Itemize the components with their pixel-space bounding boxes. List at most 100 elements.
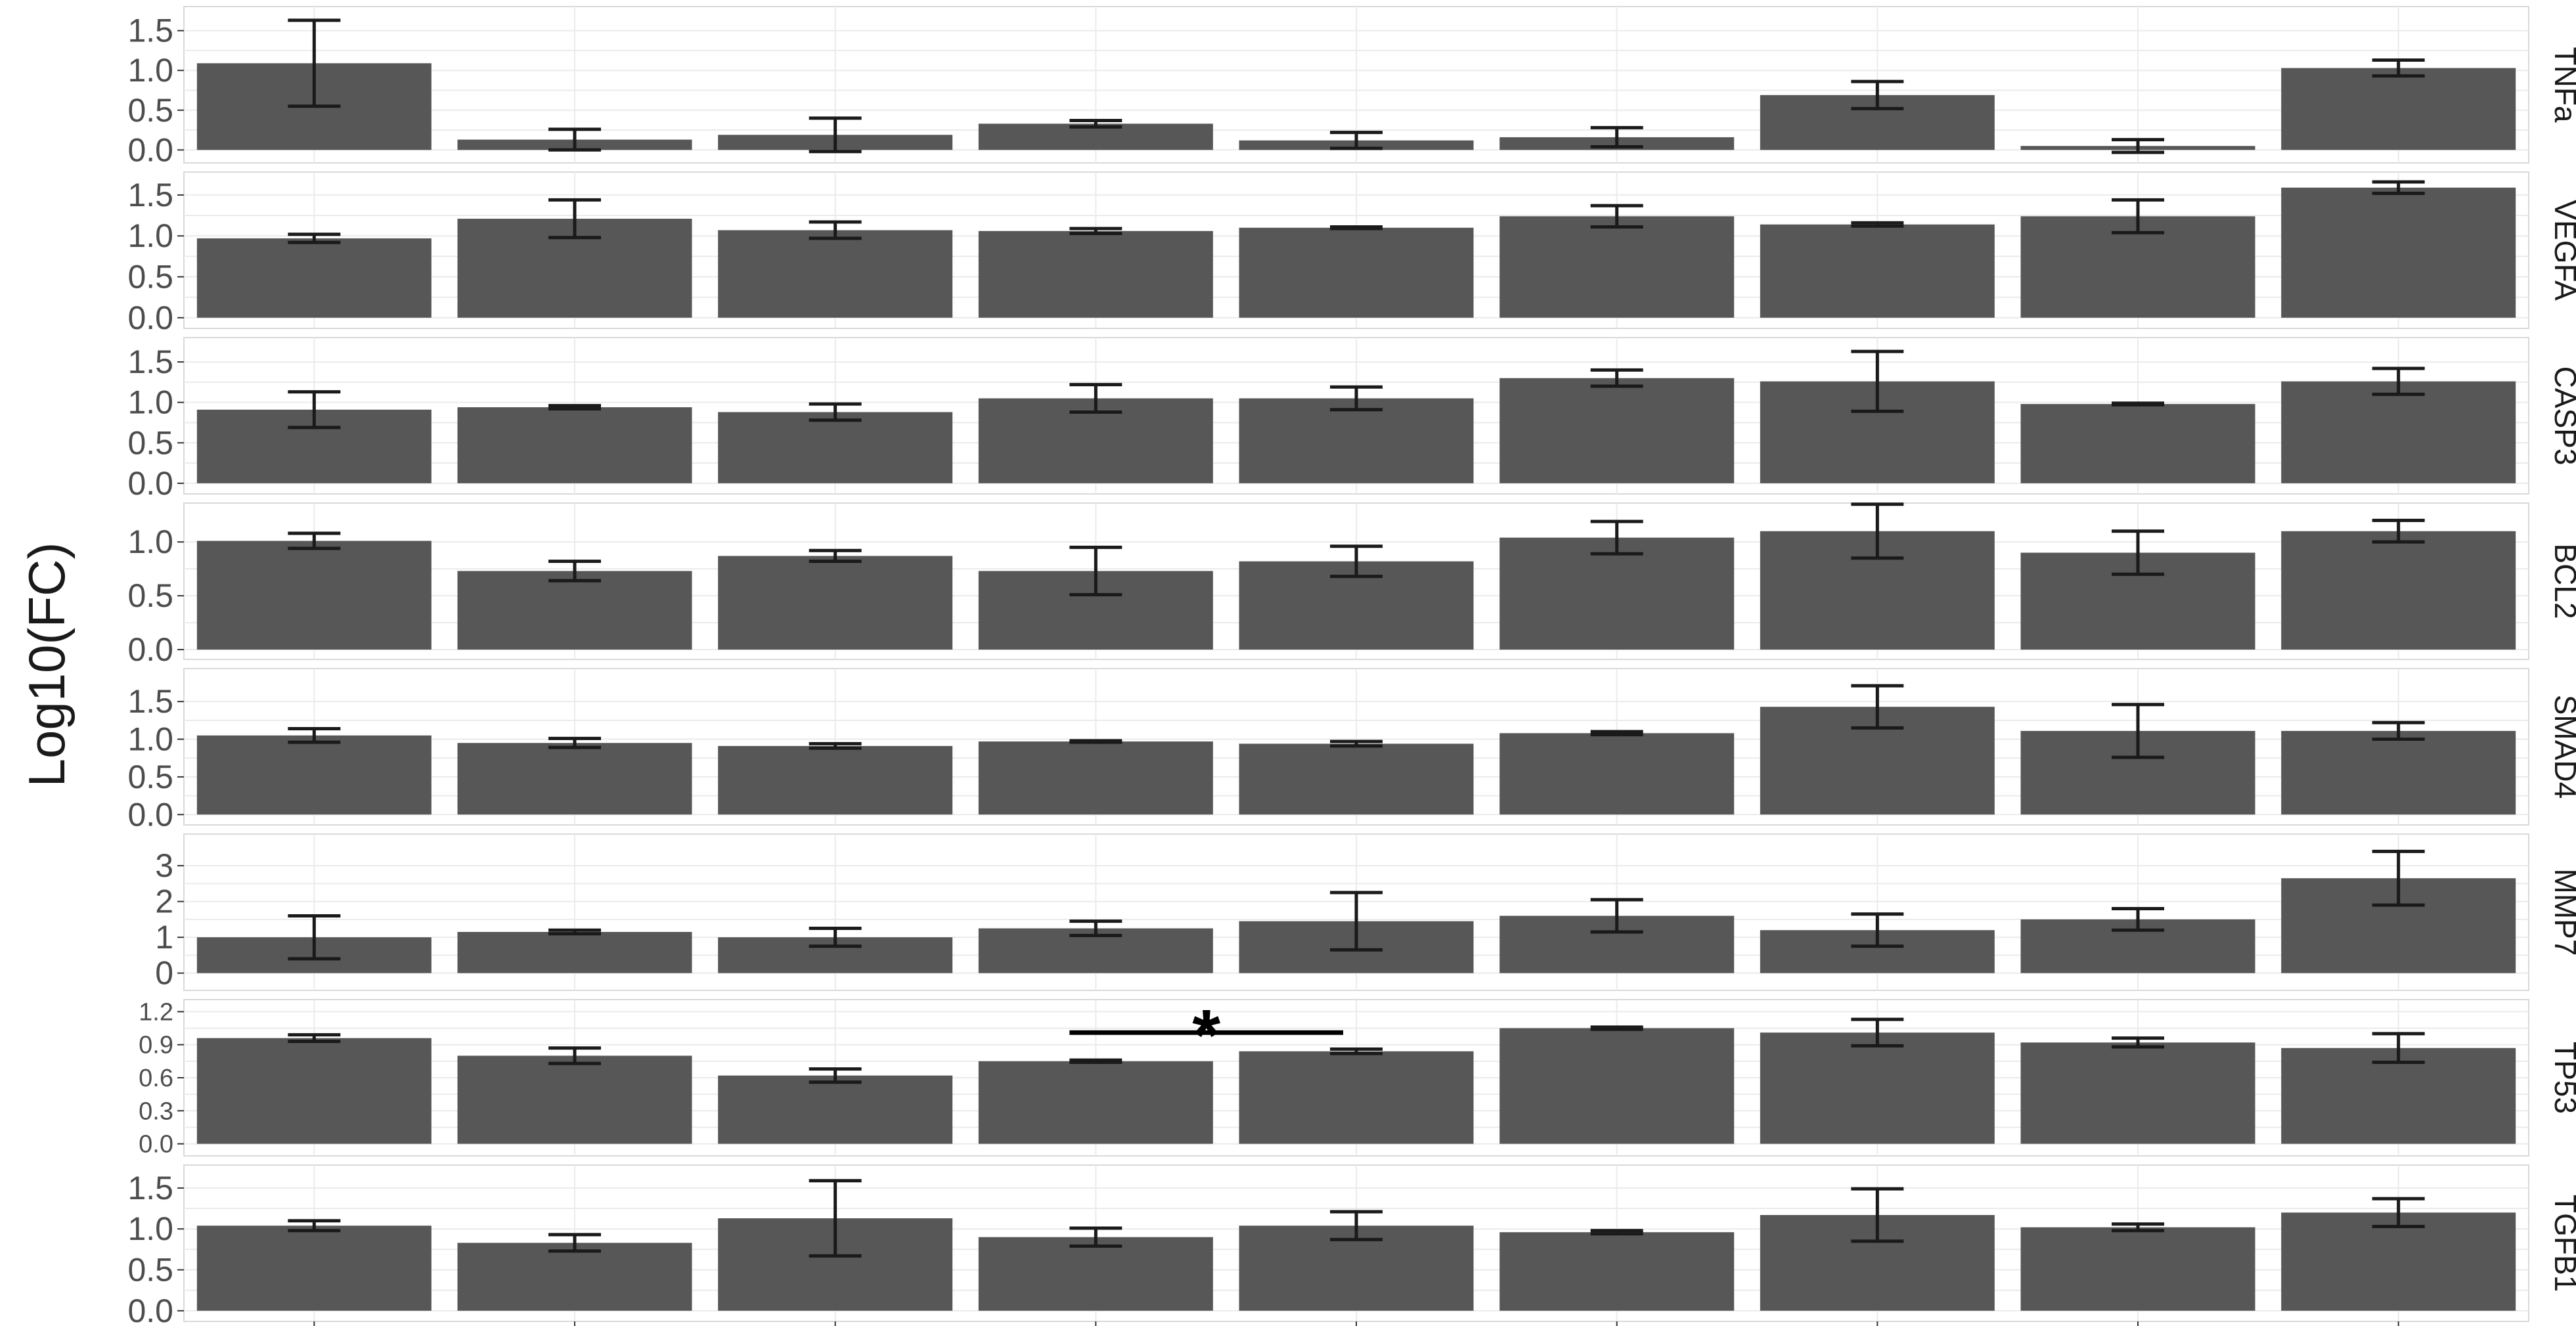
error-bar (2372, 720, 2425, 741)
bar-tgfb1-ctr (196, 1226, 432, 1311)
bar-smad4-ctr (196, 735, 432, 815)
bar-casp3-pt1 (1239, 398, 1474, 483)
bar-tgfb1-plt0 (1499, 1232, 1735, 1311)
bar-tp53-plt0 (1499, 1028, 1735, 1144)
bar-bcl2-ctr (196, 541, 432, 650)
y-tick-label: 0.5 (127, 1251, 173, 1288)
error-bar (1851, 684, 1904, 730)
bar-tgfb1-slt1 (2281, 1212, 2516, 1311)
error-bar (1851, 349, 1904, 413)
error-bar (2372, 1197, 2425, 1228)
error-bar (1590, 1229, 1643, 1236)
bar-vegfa-pt1 (1239, 227, 1474, 318)
bar-tgfb1-pt0 (978, 1237, 1213, 1311)
bar-tp53-plt1 (1760, 1032, 1995, 1144)
bar-tnfa-slt1 (2281, 68, 2516, 150)
y-tick-label: 1.0 (127, 384, 173, 421)
chart-panels: 0.00.51.01.5TNFa0.00.51.01.5VEGFA0.00.51… (127, 6, 2576, 1326)
y-tick-label: 0.0 (127, 465, 173, 502)
bar-tgfb1-st0 (457, 1243, 692, 1311)
y-tick-label: 0.9 (139, 1032, 173, 1059)
y-tick-label: 1.5 (127, 343, 173, 380)
y-tick-label: 1.2 (139, 998, 173, 1026)
bar-casp3-slt1 (2281, 381, 2516, 483)
error-bar (548, 1233, 601, 1253)
facet-label-vegfa: VEGFA (2548, 200, 2576, 301)
error-bar (809, 402, 862, 422)
error-bar (548, 736, 601, 749)
y-tick-label: 0.5 (127, 258, 173, 295)
error-bar (1851, 1017, 1904, 1048)
error-bar (1330, 891, 1383, 952)
panel-tp53: 0.0 0.3 0.6 0.9 1.2 * TP53 (139, 995, 2576, 1158)
y-tick-label: 0.0 (127, 299, 173, 336)
y-tick-label: 1.5 (127, 683, 173, 720)
error-bar (2112, 529, 2164, 576)
error-bar (1069, 383, 1122, 414)
bar-vegfa-pt0 (978, 231, 1213, 318)
error-bar (288, 18, 341, 108)
y-tick-label: 0.5 (127, 424, 173, 461)
bar-tp53-pt1 (1239, 1051, 1474, 1144)
bar-bcl2-plt0 (1499, 537, 1735, 650)
error-bar (1069, 1058, 1122, 1065)
error-bar (288, 1033, 341, 1044)
y-tick-label: 1.0 (127, 217, 173, 254)
error-bar (548, 560, 601, 583)
error-bar (2112, 1222, 2164, 1233)
error-bar (1590, 368, 1643, 388)
panel-tnfa: 0.00.51.01.5 TNFa (127, 6, 2576, 168)
error-bar (1069, 919, 1122, 937)
y-tick-label: 2 (155, 883, 173, 920)
y-tick-label: 1.0 (127, 1210, 173, 1247)
error-bar (288, 726, 341, 744)
y-tick-label: 0.5 (127, 759, 173, 795)
y-tick-label: 3 (155, 847, 173, 884)
error-bar (288, 914, 341, 961)
error-bar (2372, 180, 2425, 195)
y-tick-label: 1.5 (127, 1170, 173, 1206)
facet-label-tnfa: TNFa (2548, 47, 2576, 123)
error-bar (548, 1046, 601, 1065)
error-bar (1851, 79, 1904, 110)
y-tick-label: 0.0 (127, 796, 173, 833)
error-bar (288, 1219, 341, 1233)
error-bar (809, 1067, 862, 1084)
bar-tp53-slt0 (2020, 1042, 2255, 1144)
facet-label-smad4: SMAD4 (2548, 695, 2576, 799)
facet-label-tgfb1: TGFB1 (2548, 1195, 2576, 1292)
y-tick-label: 1.5 (127, 12, 173, 49)
error-bar (2112, 401, 2164, 407)
bar-smad4-slt1 (2281, 730, 2516, 815)
error-bar (2372, 518, 2425, 544)
y-tick-label: 1.0 (127, 523, 173, 560)
y-tick-label: 1 (155, 919, 173, 956)
error-bar (2372, 849, 2425, 907)
error-bar (1851, 912, 1904, 948)
error-bar (1330, 1210, 1383, 1241)
bar-bcl2-slt1 (2281, 531, 2516, 650)
bar-vegfa-st1 (718, 230, 953, 318)
error-bar (288, 390, 341, 430)
error-bar (1330, 385, 1383, 412)
bar-mmp7-st0 (457, 931, 692, 973)
error-bar (809, 116, 862, 154)
error-bar (1330, 131, 1383, 150)
facet-label-bcl2: BCL2 (2548, 543, 2576, 619)
bar-casp3-slt0 (2020, 404, 2255, 483)
bar-tgfb1-slt0 (2020, 1227, 2255, 1311)
error-bar (809, 1179, 862, 1258)
error-bar (1069, 739, 1122, 744)
y-tick-label: 0.0 (127, 1293, 173, 1326)
panel-vegfa: 0.0 0.5 1.0 1.5 VEGFA (127, 171, 2576, 336)
facet-label-tp53: TP53 (2548, 1042, 2576, 1114)
y-tick-label: 1.5 (127, 177, 173, 213)
error-bar (2372, 58, 2425, 78)
bar-bcl2-st0 (457, 571, 692, 650)
facet-label-casp3: CASP3 (2548, 366, 2576, 466)
error-bar (2112, 138, 2164, 154)
error-bar (288, 232, 341, 244)
error-bar (548, 928, 601, 936)
bar-smad4-plt0 (1499, 733, 1735, 815)
